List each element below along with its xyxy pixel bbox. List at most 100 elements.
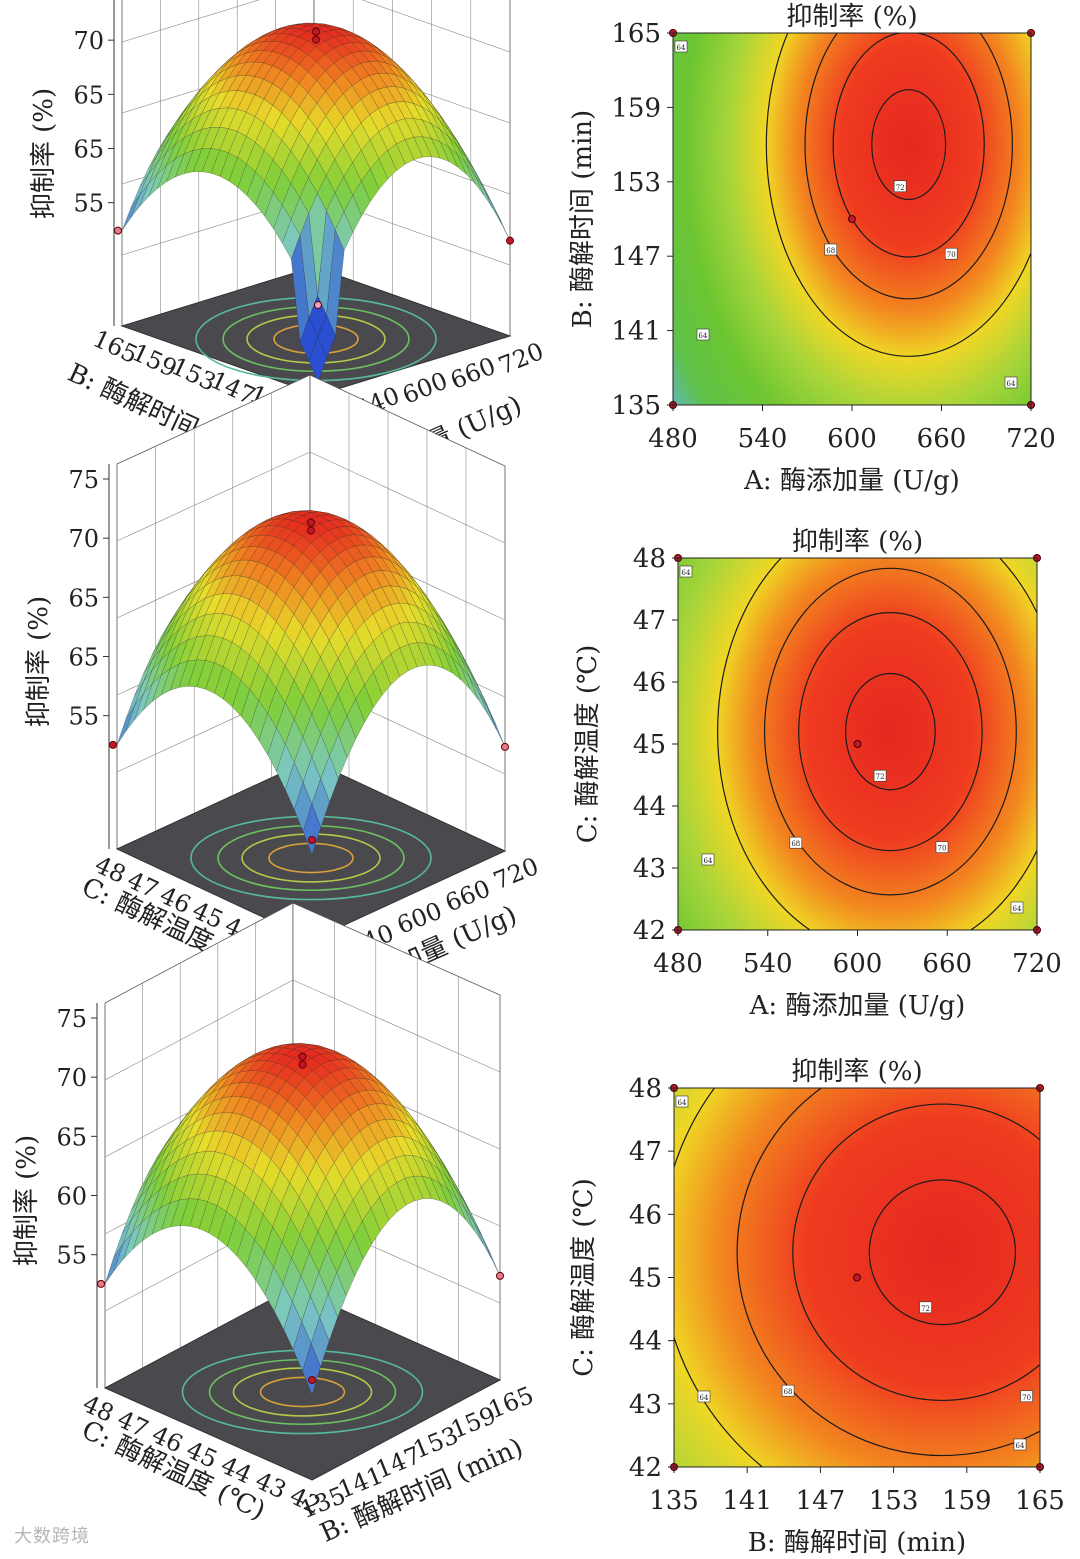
contour-label-box <box>697 1390 711 1403</box>
y-tick-label: 153 <box>611 168 661 198</box>
contour-label-box <box>696 328 710 341</box>
contour-label: 64 <box>1016 1442 1025 1450</box>
contour-label: 64 <box>1007 380 1016 388</box>
y-tick-label: 47 <box>633 606 666 636</box>
x-tick-label: 135 <box>649 1486 699 1516</box>
contour-label-box <box>674 40 688 53</box>
y-axis-label: C: 酶解温度 (℃) <box>569 1178 599 1377</box>
contour-level-72 <box>845 672 936 791</box>
contour-label: 68 <box>784 1388 793 1396</box>
surface-facet <box>302 803 322 856</box>
x-tick-label: 600 <box>833 949 883 979</box>
y-tick-label: 43 <box>629 1390 662 1420</box>
wall-grid-h <box>292 979 501 1073</box>
z-tick-label: 65 <box>68 584 99 612</box>
contour-label-box <box>1020 1390 1033 1403</box>
contour-label-box <box>893 180 907 193</box>
design-point <box>109 740 117 749</box>
x-tick-label: 165 <box>485 1381 538 1424</box>
x-tick-label: 540 <box>743 949 793 979</box>
contour-chart-1: 64 64 64 68 70 72 抑制率 (%) 480 540 600 660 720 135 141… <box>568 2 1056 496</box>
z-tick-label: 65 <box>73 81 104 109</box>
contour-label: 64 <box>704 857 713 865</box>
design-point <box>312 35 320 44</box>
design-point <box>506 236 514 245</box>
design-point <box>298 1052 307 1061</box>
contour-label: 64 <box>700 1394 709 1402</box>
contour-label: 72 <box>921 1305 930 1313</box>
wall-grid-h <box>121 0 260 43</box>
center-design-point <box>853 740 862 748</box>
design-point <box>307 518 315 527</box>
y-tick-label: 46 <box>629 1200 662 1230</box>
y-tick-label: 47 <box>629 1137 662 1167</box>
y-tick-label: 159 <box>611 93 661 123</box>
x-tick-label: 480 <box>653 949 703 979</box>
contour-title: 抑制率 (%) <box>786 2 917 32</box>
contour-chart-3: 64 64 64 68 70 72 抑制率 (%) 135 141 147 153 159 165 42 4… <box>569 1057 1065 1558</box>
contour-level-70 <box>832 33 985 258</box>
contour-label-box <box>1013 1438 1027 1451</box>
x-axis-label: A: 酶添加量 (U/g) <box>749 991 966 1021</box>
z-tick-label: 55 <box>56 1242 87 1270</box>
z-tick-label: 55 <box>73 190 104 218</box>
wall-grid-h <box>104 979 294 1081</box>
x-tick-label: 660 <box>917 424 967 454</box>
x-tick-label: 141 <box>722 1486 772 1516</box>
z-axis-label: 抑制率 (%) <box>29 88 59 219</box>
y-tick-label: 42 <box>633 916 666 946</box>
y-axis-label: C: 酶解温度 (℃) <box>573 645 603 844</box>
z-axis-label: 抑制率 (%) <box>24 596 54 727</box>
x-tick-label: 660 <box>447 352 500 395</box>
z-tick-label: 75 <box>56 1005 87 1033</box>
z-tick-label: 65 <box>73 136 104 164</box>
contour-level-70 <box>792 1103 1040 1401</box>
y-tick-label: 147 <box>611 242 661 272</box>
surface-facet <box>302 1342 321 1396</box>
z-tick-label: 75 <box>68 466 99 494</box>
contour-level-68 <box>804 33 1013 300</box>
contour-label: 64 <box>677 44 686 52</box>
contour-label-box <box>781 1384 795 1397</box>
x-tick-label: 147 <box>796 1486 846 1516</box>
design-point <box>307 526 315 535</box>
contour-label: 64 <box>678 1099 687 1107</box>
contour-label-box <box>824 243 838 256</box>
design-point <box>312 27 320 36</box>
contour-level-68 <box>763 567 1017 896</box>
y-tick-label: 165 <box>611 19 661 49</box>
contour-label: 64 <box>1013 905 1022 913</box>
z-tick-label: 75 <box>73 0 104 1</box>
x-tick-label: 165 <box>1015 1486 1065 1516</box>
response-surface <box>116 510 506 856</box>
response-surface <box>104 1043 501 1396</box>
contour-label: 72 <box>896 184 905 192</box>
z-axis-label: 抑制率 (%) <box>12 1135 42 1266</box>
contour-lines <box>717 558 1037 930</box>
y-tick-label: 45 <box>633 730 666 760</box>
z-tick-label: 65 <box>56 1123 87 1151</box>
floor-contour <box>259 1376 346 1408</box>
contour-label-box <box>701 853 715 866</box>
x-tick-label: 720 <box>495 337 548 380</box>
y-tick-label: 44 <box>629 1327 662 1357</box>
z-tick-label: 55 <box>68 703 99 731</box>
contour-label-box <box>675 1095 689 1108</box>
z-tick-label: 70 <box>68 525 99 553</box>
x-tick-label: 153 <box>869 1486 919 1516</box>
contour-lines <box>674 1088 1040 1467</box>
y-tick-label: 42 <box>629 1453 662 1483</box>
contour-label-box <box>944 247 958 260</box>
contour-label: 70 <box>938 845 947 853</box>
x-tick-label: 600 <box>399 367 452 410</box>
x-tick-label: 720 <box>1012 949 1062 979</box>
contour-level-64 <box>765 33 1031 357</box>
z-tick-label: 70 <box>73 27 104 55</box>
wall-grid-h <box>361 0 511 53</box>
contour-lines <box>765 33 1031 357</box>
y-axis-label: B: 酶解时间 (min) <box>568 110 598 328</box>
contour-label-box <box>873 769 887 782</box>
contour-title: 抑制率 (%) <box>792 527 923 557</box>
